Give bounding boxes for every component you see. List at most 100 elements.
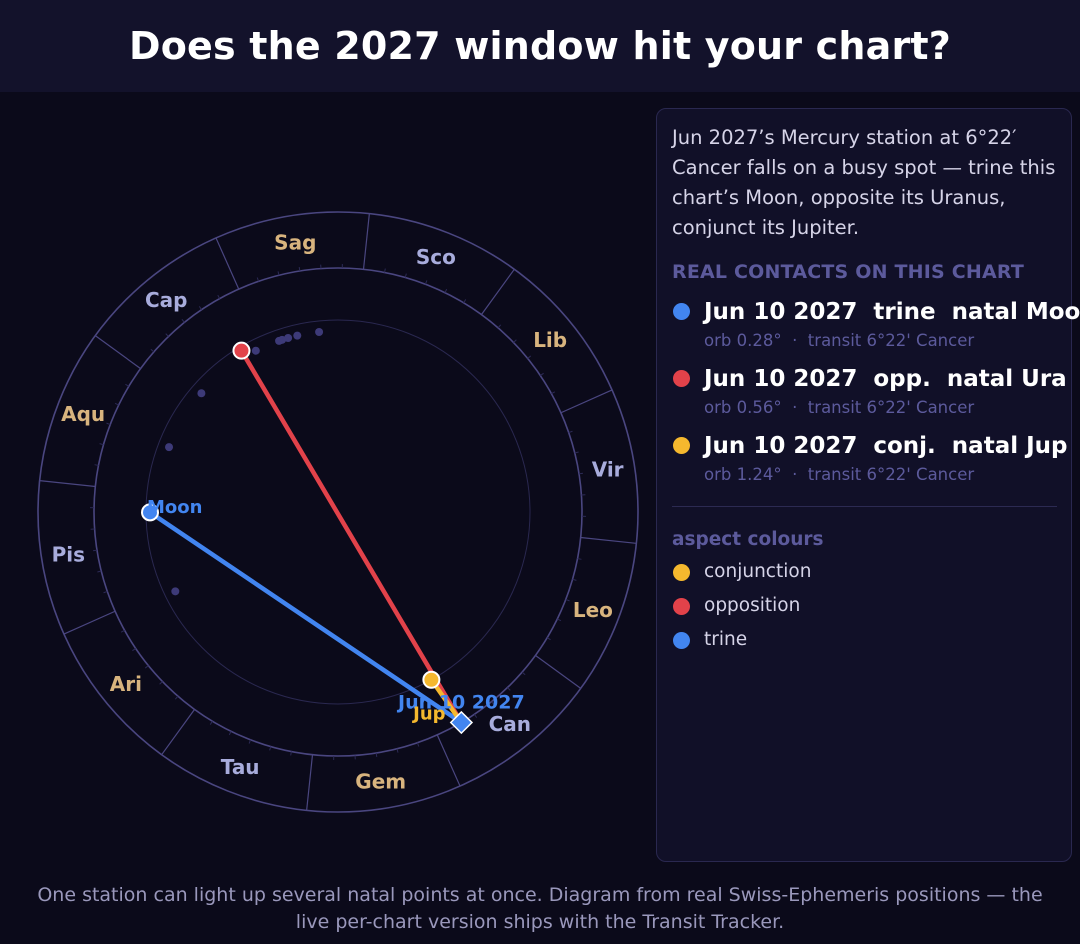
aspect-line-trine	[147, 510, 464, 725]
sign-label-leo: Leo	[573, 598, 613, 622]
contact-item-jupiter: Jun 10 2027 conj. natal Jup orb 1.24° · …	[672, 431, 1068, 484]
contact-item-uranus: Jun 10 2027 opp. natal Ura orb 0.56° · t…	[672, 364, 1067, 417]
header: Does the 2027 window hit your chart?	[0, 0, 1080, 92]
legend-item-opposition: opposition	[672, 594, 1057, 618]
sign-divider	[362, 213, 370, 270]
degree-tick	[578, 472, 584, 475]
degree-tick	[181, 318, 185, 323]
degree-tick	[248, 739, 252, 744]
natal-point-dot	[315, 327, 324, 336]
legend-item-trine: trine	[672, 628, 1057, 652]
contact-detail: orb 1.24° · transit 6°22' Cancer	[704, 465, 975, 484]
degree-tick	[463, 299, 467, 304]
degree-tick	[256, 277, 260, 282]
conjunction-dot	[673, 564, 690, 581]
degree-tick	[540, 372, 544, 376]
degree-tick	[384, 268, 386, 273]
degree-tick	[97, 570, 102, 573]
natal-label-moon: Moon	[147, 497, 202, 518]
degree-tick	[416, 742, 420, 747]
sign-label-gem: Gem	[355, 770, 406, 794]
sign-label-sag: Sag	[274, 230, 316, 254]
sign-divider	[535, 654, 582, 689]
panel-divider	[672, 506, 1057, 507]
sign-label-cap: Cap	[145, 288, 188, 312]
degree-tick	[574, 451, 579, 454]
degree-tick	[165, 333, 169, 337]
natal-point-dot	[197, 389, 206, 398]
degree-tick	[474, 714, 478, 718]
degree-tick	[551, 391, 556, 395]
degree-tick	[565, 598, 570, 602]
natal-label-jup: Jup	[411, 703, 446, 724]
natal-point-dot	[165, 443, 174, 452]
degree-tick	[568, 430, 573, 434]
contact-detail: orb 0.28° · transit 6°22' Cancer	[704, 331, 975, 350]
natal-point-dot	[275, 336, 284, 345]
natal-marker-jup	[422, 670, 441, 689]
sign-divider	[94, 335, 141, 370]
sign-label-aqu: Aqu	[61, 402, 105, 426]
contact-item-moon: Jun 10 2027 trine natal Moon orb 0.28° ·…	[672, 297, 1080, 350]
degree-tick	[444, 288, 448, 293]
degree-tick	[174, 695, 179, 700]
contact-detail: orb 0.56° · transit 6°22' Cancer	[704, 398, 975, 417]
sign-ring-inner	[93, 267, 583, 757]
aspect-line-opposition	[239, 348, 464, 725]
outer-ring	[37, 211, 639, 813]
degree-tick	[269, 746, 272, 751]
conjunction-dot	[673, 437, 690, 454]
degree-tick	[92, 549, 98, 552]
sign-label-can: Can	[489, 712, 531, 736]
degree-tick	[94, 464, 99, 466]
degree-tick	[125, 383, 130, 387]
transit-label: Jun 10 2027	[396, 692, 525, 714]
footer-line: live per-chart version ships with the Tr…	[295, 911, 785, 933]
degree-tick	[99, 443, 104, 446]
natal-point-dot	[293, 331, 302, 340]
degree-tick	[103, 590, 108, 594]
degree-tick	[507, 687, 511, 691]
degree-tick	[114, 402, 119, 406]
natal-point-dot	[251, 346, 260, 355]
degree-tick	[424, 280, 428, 285]
trine-dot	[673, 303, 690, 320]
intro-text: Jun 2027’s Mercury station at 6°22′ Canc…	[672, 126, 1056, 239]
contact-title: Jun 10 2027 conj. natal Jup	[704, 433, 1068, 459]
degree-tick	[159, 681, 163, 685]
sign-divider	[63, 610, 116, 635]
degree-tick	[527, 355, 532, 359]
degree-tick	[404, 273, 407, 278]
degree-tick	[521, 671, 526, 676]
sign-label-lib: Lib	[533, 328, 567, 352]
sign-divider	[580, 536, 637, 544]
chart-wheel: Ari Tau Gem Can Leo Vir Lib Sco Sag Cap Aqu Pis Jun …	[37, 211, 639, 813]
sign-divider	[39, 480, 96, 488]
degree-tick	[217, 294, 221, 299]
degree-tick	[144, 665, 149, 669]
degree-tick	[557, 618, 562, 622]
contact-title: Jun 10 2027 trine natal Moon	[704, 299, 1080, 325]
degree-tick	[209, 720, 213, 725]
natal-marker-moon	[141, 503, 160, 522]
legend-label: opposition	[704, 595, 801, 616]
contacts-panel: Jun 2027’s Mercury station at 6°22′ Canc…	[656, 108, 1080, 862]
opposition-dot	[673, 598, 690, 615]
degree-tick	[577, 558, 582, 560]
degree-tick	[228, 731, 232, 736]
sign-label-vir: Vir	[592, 457, 624, 481]
legend-label: conjunction	[704, 561, 812, 582]
degree-tick	[298, 266, 301, 272]
degree-tick	[277, 271, 280, 276]
sign-divider	[436, 734, 461, 787]
legend-title: aspect colours	[672, 529, 824, 550]
degree-tick	[572, 578, 577, 581]
sign-divider	[480, 268, 515, 315]
page-title: Does the 2027 window hit your chart?	[128, 24, 952, 68]
degree-tick	[375, 752, 378, 758]
sign-label-sco: Sco	[416, 245, 456, 269]
degree-tick	[491, 701, 495, 706]
opposition-dot	[673, 370, 690, 387]
degree-tick	[120, 629, 125, 633]
sign-label-ari: Ari	[110, 672, 142, 696]
